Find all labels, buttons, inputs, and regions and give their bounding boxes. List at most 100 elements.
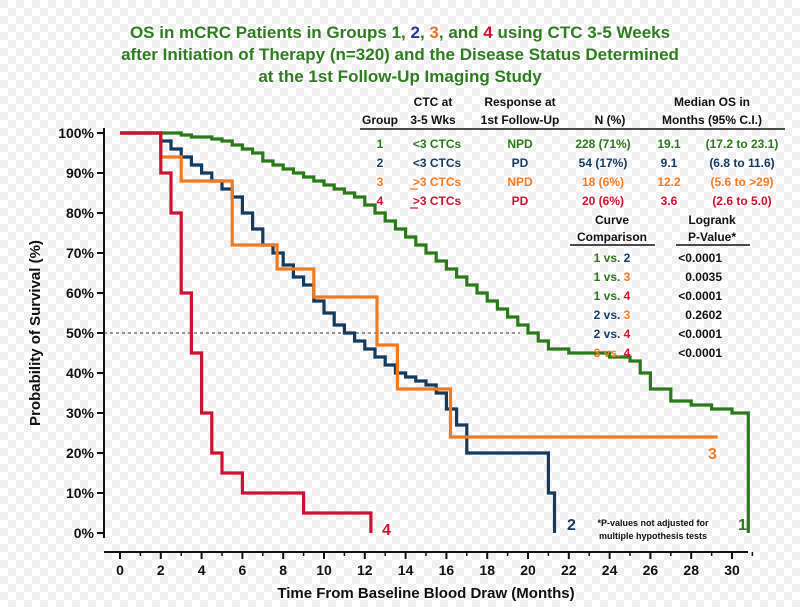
row-ci: (17.2 to 23.1)	[706, 137, 779, 151]
header-ctc-2: 3-5 Wks	[410, 113, 456, 127]
y-tick-label: 50%	[66, 325, 95, 341]
header-os-2: Months (95% C.I.)	[662, 113, 762, 127]
x-tick-label: 8	[279, 562, 287, 578]
title-part: OS in mCRC Patients in Groups	[130, 23, 392, 42]
row-response: NPD	[507, 137, 533, 151]
comparison-vs: vs.	[600, 308, 623, 322]
comparison-b: 4	[624, 327, 631, 341]
comparison-vs: vs.	[600, 251, 623, 265]
curve-end-label-1: 1	[738, 517, 747, 534]
comparison-b: 2	[624, 251, 631, 265]
row-group: 4	[377, 194, 384, 208]
footnote-line-1: *P-values not adjusted for	[597, 518, 709, 528]
x-axis-title: Time From Baseline Blood Draw (Months)	[277, 585, 574, 602]
row-response: NPD	[507, 175, 533, 189]
x-tick-label: 6	[239, 562, 247, 578]
x-tick-label: 2	[157, 562, 165, 578]
row-group: 2	[377, 156, 384, 170]
header-logrank-2: P-Value*	[688, 230, 736, 244]
header-group: Group	[362, 113, 398, 127]
comparison-vs: vs.	[600, 327, 623, 341]
title-part: 2	[411, 23, 420, 42]
title-part: ,	[420, 23, 429, 42]
comparison-label: 3 vs. 4	[594, 346, 631, 360]
row-n: 18 (6%)	[582, 175, 624, 189]
y-tick-label: 90%	[66, 165, 95, 181]
row-ctc: <3 CTCs	[413, 156, 462, 170]
row-response: PD	[512, 156, 529, 170]
y-tick-label: 40%	[66, 365, 95, 381]
header-os-1: Median OS in	[674, 95, 750, 109]
row-median: 12.2	[657, 175, 681, 189]
comparison-a: 1	[594, 251, 601, 265]
x-tick-label: 14	[398, 562, 414, 578]
comparison-a: 2	[594, 327, 601, 341]
x-tick-label: 10	[316, 562, 332, 578]
x-tick-label: 30	[724, 562, 740, 578]
row-n: 54 (17%)	[579, 156, 628, 170]
curve-end-label-2: 2	[567, 517, 576, 534]
comparison-a: 3	[594, 346, 601, 360]
header-ctc-1: CTC at	[414, 95, 453, 109]
row-ci: (2.6 to 5.0)	[712, 194, 771, 208]
series-lines: 1 2 3 4	[120, 131, 750, 539]
comparison-p-value: <0.0001	[678, 289, 722, 303]
x-tick-label: 22	[561, 562, 577, 578]
row-ci: (6.8 to 11.6)	[709, 156, 774, 170]
comparison-a: 1	[594, 289, 601, 303]
survival-curve-group-4	[120, 131, 373, 533]
row-median: 3.6	[661, 194, 678, 208]
comparison-vs: vs.	[600, 270, 623, 284]
x-tick-label: 28	[683, 562, 699, 578]
title-part: after Initiation of Therapy (n=320) and …	[121, 45, 679, 64]
y-tick-label: 70%	[66, 245, 95, 261]
title-part: 1	[392, 23, 401, 42]
title-line-1: OS in mCRC Patients in Groups 1, 2, 3, a…	[130, 23, 670, 42]
header-response-1: Response at	[484, 95, 555, 109]
y-tick-label: 20%	[66, 445, 95, 461]
title-part: 4	[483, 23, 493, 42]
comparison-table: Curve Comparison Logrank P-Value* 1 vs. 2 <0.…	[570, 213, 750, 360]
comparison-vs: vs.	[600, 289, 623, 303]
comparison-b: 3	[624, 270, 631, 284]
comparison-label: 1 vs. 2	[594, 251, 631, 265]
comparison-label: 2 vs. 3	[594, 308, 631, 322]
row-median: 19.1	[657, 137, 681, 151]
x-tick-label: 16	[439, 562, 455, 578]
survival-curve-group-1	[120, 131, 750, 533]
y-tick-label: 80%	[66, 205, 95, 221]
title-part: at the 1st Follow-Up Imaging Study	[258, 67, 542, 86]
comparison-b: 3	[624, 308, 631, 322]
row-ctc: >3 CTCs	[413, 194, 462, 208]
row-median: 9.1	[661, 156, 678, 170]
y-tick-label: 30%	[66, 405, 95, 421]
summary-table: Group CTC at 3-5 Wks Response at 1st Follow-…	[360, 95, 785, 209]
x-tick-label: 12	[357, 562, 373, 578]
chart-title: OS in mCRC Patients in Groups 1, 2, 3, a…	[121, 23, 679, 86]
title-part: using CTC 3-5 Weeks	[493, 23, 670, 42]
row-response: PD	[512, 194, 529, 208]
header-response-2: 1st Follow-Up	[481, 113, 560, 127]
curve-end-label-3: 3	[708, 446, 717, 463]
y-tick-label: 60%	[66, 285, 95, 301]
x-tick-label: 20	[520, 562, 536, 578]
x-tick-label: 0	[116, 562, 124, 578]
y-tick-label: 10%	[66, 485, 95, 501]
x-tick-label: 18	[479, 562, 495, 578]
curve-end-label-4: 4	[382, 522, 391, 539]
comparison-label: 2 vs. 4	[594, 327, 631, 341]
title-line-2: after Initiation of Therapy (n=320) and …	[121, 45, 679, 64]
comparison-p-value: <0.0001	[678, 346, 722, 360]
comparison-a: 1	[594, 270, 601, 284]
row-n: 228 (71%)	[575, 137, 630, 151]
survival-curve-group-3	[120, 131, 718, 439]
comparison-label: 1 vs. 4	[594, 289, 631, 303]
header-curve-2: Comparison	[577, 230, 647, 244]
row-ctc: >3 CTCs	[413, 175, 462, 189]
row-ctc: <3 CTCs	[413, 137, 462, 151]
y-tick-label: 0%	[74, 525, 95, 541]
header-curve-1: Curve	[595, 213, 629, 227]
row-n: 20 (6%)	[582, 194, 624, 208]
